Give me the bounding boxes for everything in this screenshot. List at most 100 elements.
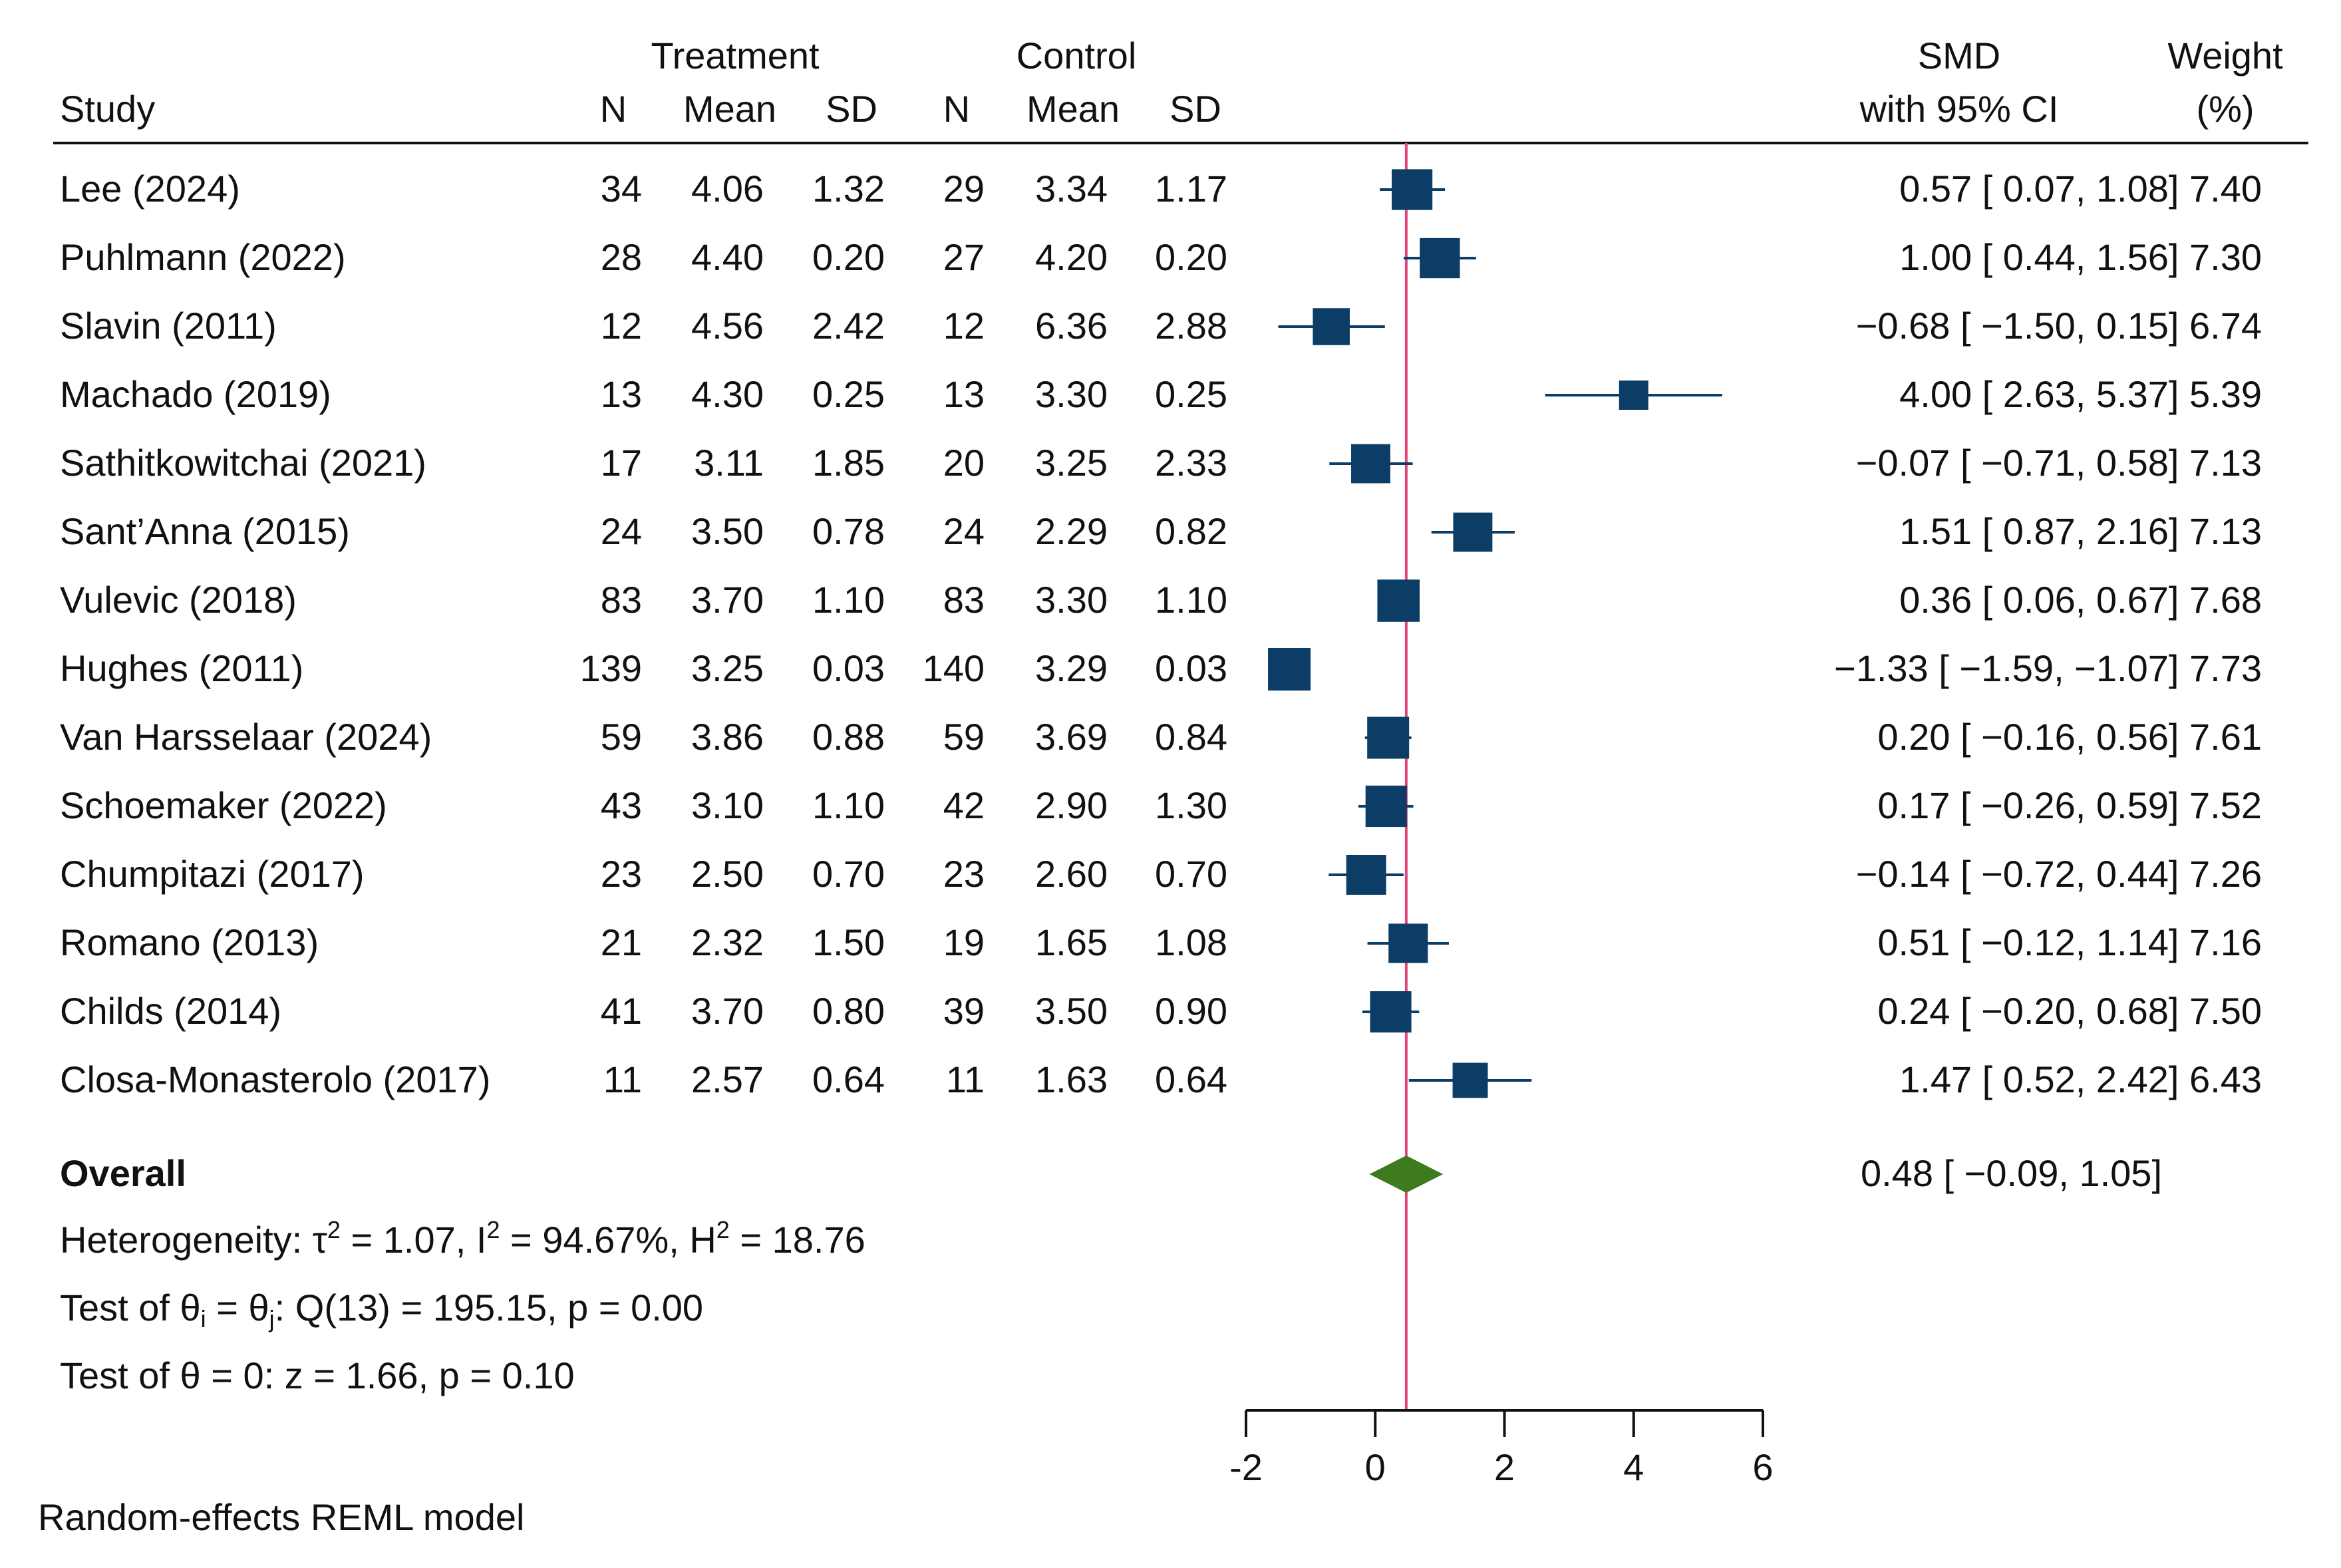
smd-ci-weight: 0.20 [ −0.16, 0.56] 7.61	[1877, 716, 2262, 758]
study-name: Vulevic (2018)	[60, 579, 297, 621]
study-name: Romano (2013)	[60, 921, 319, 963]
study-name: Machado (2019)	[60, 373, 331, 415]
smd-ci-weight: 0.17 [ −0.26, 0.59] 7.52	[1877, 784, 2262, 826]
control-mean: 1.63	[1035, 1058, 1108, 1100]
treatment-mean: 3.70	[691, 990, 764, 1032]
treatment-n: 21	[601, 921, 642, 963]
treatment-n: 41	[601, 990, 642, 1032]
header-smd: SMD	[1918, 35, 2000, 77]
treatment-sd: 0.64	[812, 1058, 885, 1100]
study-name: Childs (2014)	[60, 990, 281, 1032]
control-mean: 4.20	[1035, 236, 1108, 278]
treatment-sd: 1.10	[812, 579, 885, 621]
test-z-text: Test of θ = 0: z = 1.66, p = 0.10	[60, 1354, 575, 1396]
study-name: Sant’Anna (2015)	[60, 510, 350, 552]
treatment-mean: 3.10	[691, 784, 764, 826]
effect-marker	[1365, 785, 1407, 828]
control-sd: 0.70	[1155, 853, 1227, 895]
treatment-n: 34	[601, 168, 642, 210]
treatment-n: 12	[601, 305, 642, 347]
test-q-text: Test of θi = θj: Q(13) = 195.15, p = 0.0…	[60, 1287, 703, 1333]
study-name: Hughes (2011)	[60, 647, 303, 689]
smd-ci-weight: 0.36 [ 0.06, 0.67] 7.68	[1899, 579, 2262, 621]
treatment-sd: 0.78	[812, 510, 885, 552]
smd-ci-weight: −0.07 [ −0.71, 0.58] 7.13	[1856, 442, 2262, 484]
smd-ci-weight: −0.14 [ −0.72, 0.44] 7.26	[1856, 853, 2262, 895]
smd-ci-weight: 4.00 [ 2.63, 5.37] 5.39	[1899, 373, 2262, 415]
control-mean: 3.50	[1035, 990, 1108, 1032]
treatment-sd: 0.20	[812, 236, 885, 278]
treatment-n: 23	[601, 853, 642, 895]
treatment-mean: 3.50	[691, 510, 764, 552]
smd-ci-weight: 1.47 [ 0.52, 2.42] 6.43	[1899, 1058, 2262, 1100]
control-mean: 3.34	[1035, 168, 1108, 210]
control-sd: 2.33	[1155, 442, 1227, 484]
control-n: 23	[943, 853, 985, 895]
control-sd: 0.25	[1155, 373, 1227, 415]
header-weight: Weight	[2167, 35, 2283, 77]
study-name: Sathitkowitchai (2021)	[60, 442, 426, 484]
study-name: Lee (2024)	[60, 168, 240, 210]
treatment-mean: 4.06	[691, 168, 764, 210]
treatment-n: 13	[601, 373, 642, 415]
control-mean: 6.36	[1035, 305, 1108, 347]
x-tick-label: 0	[1365, 1446, 1386, 1488]
control-mean: 3.30	[1035, 579, 1108, 621]
treatment-n: 83	[601, 579, 642, 621]
control-sd: 0.03	[1155, 647, 1227, 689]
control-n: 83	[943, 579, 985, 621]
treatment-sd: 1.50	[812, 921, 885, 963]
treatment-n: 139	[580, 647, 642, 689]
effect-marker	[1452, 1062, 1488, 1098]
control-n: 20	[943, 442, 985, 484]
control-sd: 0.20	[1155, 236, 1227, 278]
effect-marker	[1388, 923, 1428, 963]
header-smd-sub: with 95% CI	[1859, 88, 2059, 130]
smd-ci-weight: 0.24 [ −0.20, 0.68] 7.50	[1877, 990, 2262, 1032]
treatment-mean: 2.32	[691, 921, 764, 963]
control-sd: 0.82	[1155, 510, 1227, 552]
control-n: 12	[943, 305, 985, 347]
header-study: Study	[60, 88, 155, 130]
header-control-sd: SD	[1170, 88, 1221, 130]
control-sd: 1.17	[1155, 168, 1227, 210]
control-n: 24	[943, 510, 985, 552]
smd-ci-weight: −0.68 [ −1.50, 0.15] 6.74	[1856, 305, 2262, 347]
study-name: Slavin (2011)	[60, 305, 277, 347]
treatment-n: 17	[601, 442, 642, 484]
treatment-sd: 1.32	[812, 168, 885, 210]
treatment-mean: 4.56	[691, 305, 764, 347]
effect-marker	[1370, 991, 1412, 1033]
x-tick-label: 4	[1623, 1446, 1644, 1488]
effect-marker	[1377, 579, 1420, 622]
treatment-sd: 0.25	[812, 373, 885, 415]
treatment-sd: 0.80	[812, 990, 885, 1032]
treatment-sd: 2.42	[812, 305, 885, 347]
treatment-n: 43	[601, 784, 642, 826]
header-treatment-sd: SD	[826, 88, 877, 130]
control-mean: 3.69	[1035, 716, 1108, 758]
treatment-n: 24	[601, 510, 642, 552]
treatment-sd: 0.03	[812, 647, 885, 689]
treatment-n: 11	[603, 1058, 642, 1100]
effect-marker	[1346, 855, 1386, 895]
heterogeneity-text: Heterogeneity: τ2 = 1.07, I2 = 94.67%, H…	[60, 1216, 865, 1261]
header-treatment-n: N	[600, 88, 627, 130]
treatment-sd: 0.70	[812, 853, 885, 895]
control-mean: 3.29	[1035, 647, 1108, 689]
control-sd: 1.30	[1155, 784, 1227, 826]
control-sd: 1.10	[1155, 579, 1227, 621]
control-mean: 3.25	[1035, 442, 1108, 484]
control-sd: 2.88	[1155, 305, 1227, 347]
treatment-mean: 3.86	[691, 716, 764, 758]
control-sd: 0.90	[1155, 990, 1227, 1032]
control-n: 39	[943, 990, 985, 1032]
effect-marker	[1619, 381, 1648, 410]
study-name: Schoemaker (2022)	[60, 784, 387, 826]
smd-ci-weight: 1.00 [ 0.44, 1.56] 7.30	[1899, 236, 2262, 278]
overall-diamond	[1369, 1156, 1444, 1193]
smd-ci-weight: 1.51 [ 0.87, 2.16] 7.13	[1899, 510, 2262, 552]
control-mean: 1.65	[1035, 921, 1108, 963]
control-n: 19	[943, 921, 985, 963]
treatment-sd: 1.85	[812, 442, 885, 484]
